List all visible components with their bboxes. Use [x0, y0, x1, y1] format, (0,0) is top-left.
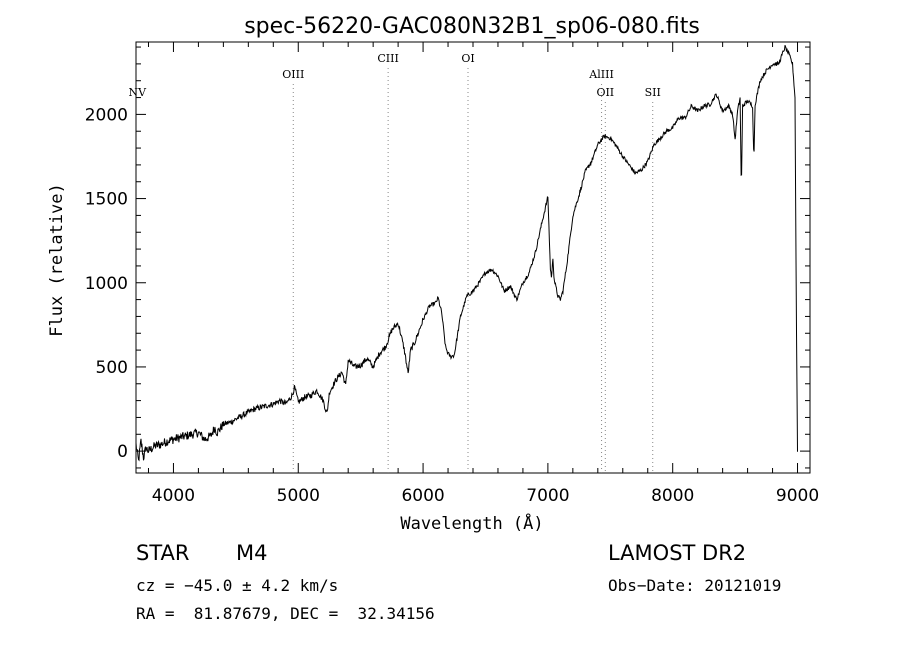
emission-line-markers: NV OIII CIII OI AlIII OII SII [128, 52, 661, 473]
y-tick-label: 1000 [85, 274, 128, 294]
y-tick-label: 2000 [85, 105, 128, 125]
y-tick-label: 1500 [85, 190, 128, 210]
spectrum-line [135, 45, 798, 462]
line-marker-label: SII [645, 86, 661, 99]
x-tick-label: 8000 [651, 486, 694, 506]
coordinates-text: RA = 81.87679, DEC = 32.34156 [136, 604, 435, 623]
line-marker-label: OIII [282, 68, 304, 81]
x-tick-label: 6000 [401, 486, 444, 506]
line-marker-label: CIII [377, 52, 398, 65]
x-tick-label: 4000 [152, 486, 195, 506]
y-tick-label: 500 [96, 358, 128, 378]
plot-frame [135, 41, 811, 474]
y-tick-label: 0 [117, 442, 128, 462]
chart-title: spec-56220-GAC080N32B1_sp06-080.fits [244, 14, 700, 39]
x-tick-label: 9000 [776, 486, 819, 506]
x-axis-label: Wavelength (Å) [400, 512, 543, 534]
line-marker-label: NV [128, 86, 147, 99]
line-marker-label: OI [461, 52, 474, 65]
y-axis-label: Flux (relative) [47, 183, 67, 337]
x-tick-label: 5000 [277, 486, 320, 506]
plot-axes: 4000 5000 6000 7000 8000 9000 0 500 1000 1500 2000 [85, 41, 819, 506]
object-class: STAR [136, 541, 190, 565]
redshift-text: cz = −45.0 ± 4.2 km/s [136, 576, 339, 595]
line-marker-label: AlIII [588, 68, 614, 81]
line-marker-label: OII [596, 86, 614, 99]
observation-date: Obs−Date: 20121019 [608, 576, 782, 595]
survey-name: LAMOST DR2 [608, 541, 747, 565]
object-subclass: M4 [236, 541, 268, 565]
x-tick-label: 7000 [526, 486, 569, 506]
